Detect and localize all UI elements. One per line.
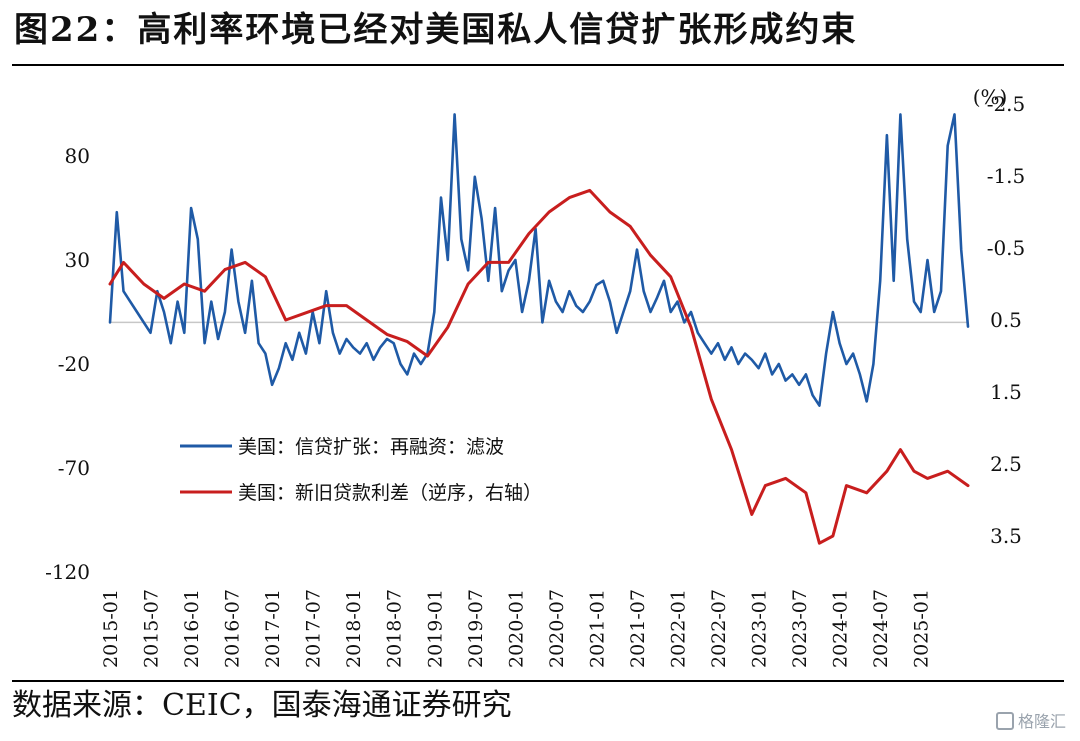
legend-label-1: 美国：信贷扩张：再融资：滤波 bbox=[238, 436, 504, 458]
right-tick-label: 2.5 bbox=[990, 452, 1022, 476]
x-tick-label: 2020-01 bbox=[505, 589, 527, 668]
x-tick-label: 2015-01 bbox=[100, 589, 122, 668]
x-tick-label: 2018-01 bbox=[343, 589, 365, 668]
right-tick-label: -1.5 bbox=[987, 164, 1026, 188]
x-tick-label: 2025-01 bbox=[911, 589, 933, 668]
x-tick-label: 2021-07 bbox=[627, 589, 649, 668]
x-tick-label: 2019-01 bbox=[424, 589, 446, 668]
x-tick-label: 2021-01 bbox=[586, 589, 608, 668]
x-tick-label: 2024-01 bbox=[830, 589, 852, 668]
x-tick-label: 2017-07 bbox=[303, 589, 325, 668]
x-axis: 2015-01 2015-07 2016-01 2016-07 2017-01 2017-… bbox=[100, 589, 933, 668]
title-divider bbox=[12, 64, 1064, 66]
right-tick-label: 3.5 bbox=[990, 524, 1022, 548]
series-line-2 bbox=[108, 188, 970, 545]
x-tick-label: 2020-07 bbox=[546, 589, 568, 668]
series-lines bbox=[108, 113, 970, 545]
x-tick-label: 2024-07 bbox=[870, 589, 892, 668]
chart-title: 图22：高利率环境已经对美国私人信贷扩张形成约束 bbox=[14, 10, 858, 50]
watermark-logo-icon bbox=[995, 712, 1014, 730]
legend-label-2: 美国：新旧贷款利差（逆序，右轴） bbox=[238, 482, 542, 504]
line-chart: 80 30 -20 -70 -120 -2.5 -1.5 -0.5 0.5 1.5 2.5 3.5 (… bbox=[45, 85, 1026, 668]
right-tick-label: -0.5 bbox=[987, 236, 1026, 260]
watermark: 格隆汇 bbox=[995, 708, 1066, 732]
source-divider bbox=[12, 680, 1064, 682]
x-tick-label: 2017-01 bbox=[262, 589, 284, 668]
left-tick-label: 80 bbox=[65, 144, 90, 168]
series-line-1 bbox=[108, 113, 970, 407]
x-tick-label: 2016-07 bbox=[222, 589, 244, 668]
right-tick-label: 1.5 bbox=[990, 380, 1022, 404]
right-tick-label: -2.5 bbox=[987, 92, 1026, 116]
left-tick-label: 30 bbox=[65, 248, 90, 272]
x-tick-label: 2015-07 bbox=[141, 589, 163, 668]
watermark-text: 格隆汇 bbox=[1017, 712, 1066, 731]
x-tick-label: 2018-07 bbox=[384, 589, 406, 668]
x-tick-label: 2023-07 bbox=[789, 589, 811, 668]
source-note: 数据来源：CEIC，国泰海通证券研究 bbox=[12, 688, 512, 723]
right-axis: -2.5 -1.5 -0.5 0.5 1.5 2.5 3.5 (%) bbox=[973, 85, 1026, 548]
x-tick-label: 2019-07 bbox=[465, 589, 487, 668]
x-tick-label: 2022-01 bbox=[667, 589, 689, 668]
left-tick-label: -120 bbox=[45, 560, 90, 584]
left-axis: 80 30 -20 -70 -120 bbox=[45, 144, 90, 584]
right-tick-label: 0.5 bbox=[990, 308, 1022, 332]
left-tick-label: -20 bbox=[58, 352, 90, 376]
right-axis-unit: (%) bbox=[973, 85, 1008, 109]
x-tick-label: 2023-01 bbox=[749, 589, 771, 668]
x-tick-label: 2022-07 bbox=[708, 589, 730, 668]
left-tick-label: -70 bbox=[58, 456, 90, 480]
x-tick-label: 2016-01 bbox=[181, 589, 203, 668]
